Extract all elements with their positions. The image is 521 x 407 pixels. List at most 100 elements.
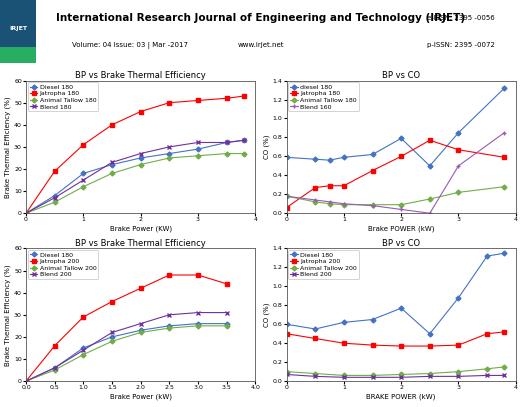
Legend: diesel 180, Jatropha 180, Animal Tallow 180, Blend 160: diesel 180, Jatropha 180, Animal Tallow … [289,83,359,112]
Blend 160 [501,130,507,135]
Animal Tallow 180 [427,197,433,201]
Line: diesel 180: diesel 180 [285,86,506,168]
Animal Tallow 180 [326,201,333,206]
Jatropha 180 [283,205,290,210]
Animal Tallow 180 [312,199,318,204]
Blend 180 [23,211,29,216]
Title: BP vs CO: BP vs CO [382,71,420,80]
X-axis label: Brake POWER (kW): Brake POWER (kW) [368,225,435,232]
Blend 200 [23,379,29,383]
Jatropha 200 [501,329,507,334]
Title: BP vs Brake Thermal Efficiency: BP vs Brake Thermal Efficiency [76,71,206,80]
diesel 180 [312,157,318,162]
Jatropha 200 [52,343,58,348]
Jatropha 200 [427,344,433,348]
Diesel 180 [224,321,230,326]
Animal Tallow 200 [455,369,462,374]
Animal Tallow 200 [312,371,318,376]
Diesel 180 [52,365,58,370]
Line: Diesel 180: Diesel 180 [24,322,228,383]
Diesel 180 [80,346,86,350]
Line: Jatropha 180: Jatropha 180 [285,138,506,209]
Blend 200 [138,321,144,326]
Diesel 180 [166,151,172,156]
X-axis label: Brake Power (kW): Brake Power (kW) [109,393,172,400]
Animal Tallow 180 [341,202,347,207]
Animal Tallow 200 [427,371,433,376]
Diesel 180 [501,251,507,256]
Legend: Diesel 180, Jatropha 200, Animal Tallow 200, Blend 200: Diesel 180, Jatropha 200, Animal Tallow … [289,250,359,279]
Blend 200 [501,373,507,378]
Blend 160 [312,197,318,202]
diesel 180 [369,152,376,157]
Animal Tallow 180 [138,162,144,167]
Y-axis label: CO (%): CO (%) [263,302,270,327]
Blend 200 [283,372,290,377]
Jatropha 200 [369,343,376,348]
Animal Tallow 200 [52,368,58,372]
Blend 200 [455,374,462,379]
Jatropha 180 [326,183,333,188]
Line: Animal Tallow 200: Animal Tallow 200 [24,324,228,383]
Blend 180 [138,151,144,156]
FancyBboxPatch shape [0,47,36,63]
Blend 180 [80,177,86,182]
Jatropha 200 [283,331,290,336]
Line: Diesel 180: Diesel 180 [24,138,245,215]
Animal Tallow 180 [283,194,290,199]
Jatropha 180 [109,123,115,127]
Line: Jatropha 180: Jatropha 180 [24,94,245,215]
Jatropha 200 [455,343,462,348]
Line: Animal Tallow 180: Animal Tallow 180 [24,152,245,215]
X-axis label: BRAKE POWER (kW): BRAKE POWER (kW) [366,393,436,400]
Jatropha 180 [23,211,29,216]
Animal Tallow 180 [166,155,172,160]
diesel 180 [341,155,347,160]
Diesel 180 [224,140,230,145]
Text: e-ISSN: 2395 -0056: e-ISSN: 2395 -0056 [427,15,495,21]
Animal Tallow 180 [369,202,376,207]
Legend: Diesel 180, Jatropha 200, Animal Tallow 200, Blend 200: Diesel 180, Jatropha 200, Animal Tallow … [28,250,98,279]
Text: International Research Journal of Engineering and Technology (IRJET): International Research Journal of Engine… [56,13,465,23]
Jatropha 200 [80,315,86,319]
diesel 180 [501,86,507,91]
Animal Tallow 200 [341,373,347,378]
Line: Diesel 180: Diesel 180 [285,252,506,335]
Jatropha 180 [398,154,404,159]
Diesel 180 [241,138,247,143]
Blend 200 [398,375,404,380]
Diesel 180 [166,324,172,328]
FancyBboxPatch shape [0,0,36,63]
Y-axis label: Brake Thermal Efficiency (%): Brake Thermal Efficiency (%) [5,96,11,198]
Blend 200 [224,310,230,315]
diesel 180 [283,155,290,160]
Blend 200 [341,375,347,380]
Animal Tallow 180 [501,184,507,189]
Jatropha 180 [80,142,86,147]
Line: Animal Tallow 180: Animal Tallow 180 [285,185,506,206]
Diesel 180 [369,317,376,322]
Jatropha 180 [224,96,230,101]
Blend 200 [312,374,318,379]
Animal Tallow 200 [224,324,230,328]
Jatropha 180 [241,94,247,98]
Animal Tallow 200 [109,339,115,344]
Animal Tallow 180 [455,190,462,195]
Animal Tallow 180 [398,202,404,207]
Animal Tallow 200 [138,330,144,335]
Text: Volume: 04 Issue: 03 | Mar -2017: Volume: 04 Issue: 03 | Mar -2017 [72,42,188,49]
Blend 180 [109,160,115,165]
X-axis label: Brake Power (KW): Brake Power (KW) [109,225,172,232]
Blend 180 [195,140,201,145]
Title: BP vs CO: BP vs CO [382,239,420,248]
diesel 180 [326,158,333,163]
Blend 200 [484,373,490,378]
Diesel 180 [398,306,404,311]
Animal Tallow 200 [369,373,376,378]
Diesel 180 [341,320,347,325]
Jatropha 200 [109,299,115,304]
Jatropha 200 [195,273,201,278]
diesel 180 [427,163,433,168]
Blend 200 [80,348,86,352]
Blend 200 [195,310,201,315]
